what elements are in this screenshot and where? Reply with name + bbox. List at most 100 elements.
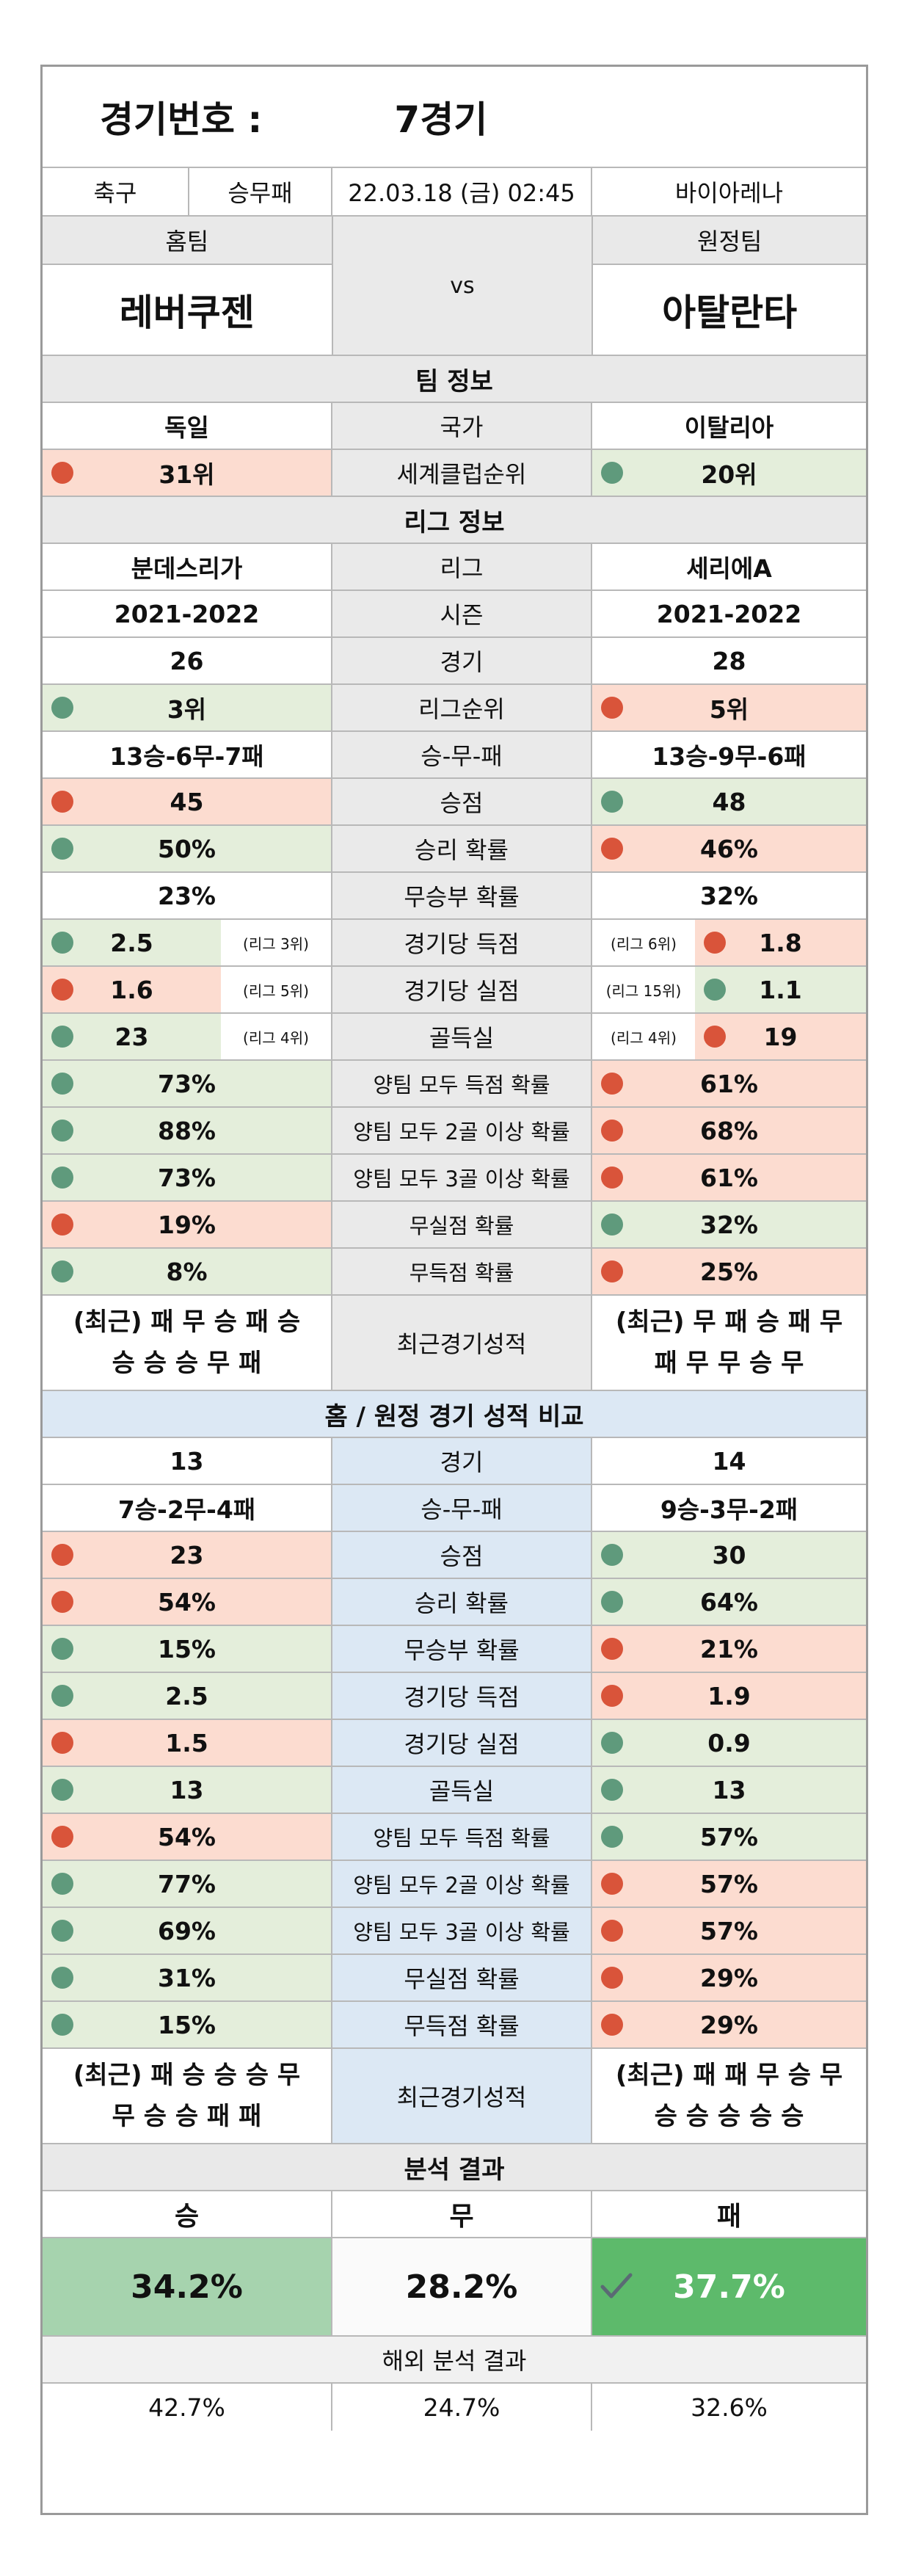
- league-row-label: 승리 확률: [332, 826, 592, 871]
- away-world-rank-value: 20위: [701, 460, 757, 489]
- league-home-value: 50%: [43, 826, 332, 871]
- away-team-name: 아탈란타: [662, 291, 798, 334]
- ha-home-value-value: 13: [170, 1775, 204, 1804]
- league-split-row: 1.6 (리그 5위) 경기당 실점 (리그 15위) 1.1: [43, 967, 866, 1014]
- ha-row-label: 승리 확률: [332, 1579, 592, 1625]
- ha-away-value: 1.9: [592, 1673, 866, 1719]
- league-row-label: 시즌: [332, 591, 592, 636]
- league-away-value: 28: [592, 638, 866, 683]
- ha-row-label: 무실점 확률: [332, 1955, 592, 2000]
- home-country: 독일: [43, 403, 332, 449]
- home-league-rank: (리그 5위): [221, 967, 331, 1012]
- away-league-rank: (리그 15위): [592, 967, 695, 1012]
- green-dot-icon: [51, 1073, 73, 1095]
- recent-form-label: 최근경기성적: [332, 1296, 592, 1390]
- datetime-cell: 22.03.18 (금) 02:45: [332, 168, 592, 215]
- league-prob-row: 73% 양팀 모두 득점 확률 61%: [43, 1061, 866, 1108]
- green-dot-icon: [601, 791, 623, 813]
- green-dot-icon: [51, 1260, 73, 1282]
- ha-home-value-value: 54%: [158, 1587, 216, 1617]
- ha-home-value: 54%: [43, 1814, 332, 1860]
- away-split-cell: (리그 6위) 1.8: [592, 920, 866, 965]
- ha-home-value: 1.5: [43, 1720, 332, 1766]
- draw-label: 무: [332, 2191, 592, 2237]
- ha-home-value: 7승-2무-4패: [43, 1485, 332, 1531]
- green-dot-icon: [601, 1213, 623, 1236]
- ha-row-label: 양팀 모두 2골 이상 확률: [332, 1861, 592, 1906]
- world-rank-label: 세계클럽순위: [332, 450, 592, 496]
- ha-row-label: 양팀 모두 득점 확률: [332, 1814, 592, 1860]
- country-label: 국가: [332, 403, 592, 449]
- league-away-value: 48: [592, 779, 866, 824]
- world-rank-row: 31위 세계클럽순위 20위: [43, 450, 866, 497]
- analysis-values-row: 34.2% 28.2% 37.7%: [43, 2238, 866, 2337]
- league-home-value: 45: [43, 779, 332, 824]
- league-away-value: 46%: [592, 826, 866, 871]
- overseas-values-row: 42.7% 24.7% 32.6%: [43, 2384, 866, 2431]
- ha-away-value: 13: [592, 1767, 866, 1813]
- red-dot-icon: [601, 1073, 623, 1095]
- green-dot-icon: [601, 1826, 623, 1848]
- away-split-value: 19: [695, 1014, 866, 1059]
- league-prob-row: 88% 양팀 모두 2골 이상 확률 68%: [43, 1108, 866, 1155]
- away-split-number: 1.1: [759, 975, 802, 1004]
- red-dot-icon: [601, 1638, 623, 1660]
- league-away-value: 13승-9무-6패: [592, 732, 866, 777]
- home-away-row: 69% 양팀 모두 3골 이상 확률 57%: [43, 1908, 866, 1955]
- title-row: 경기번호 : 7경기: [43, 67, 866, 168]
- home-world-rank: 31위: [43, 450, 332, 496]
- home-team-column: 홈팀 레버쿠젠: [43, 217, 333, 355]
- league-away-value: 2021-2022: [592, 591, 866, 636]
- league-row-label: 승점: [332, 779, 592, 824]
- red-dot-icon: [51, 791, 73, 813]
- away-split-cell: (리그 15위) 1.1: [592, 967, 866, 1012]
- red-dot-icon: [601, 1685, 623, 1707]
- league-prob-home: 88%: [43, 1108, 332, 1153]
- home-split-number: 1.6: [110, 975, 153, 1004]
- ha-away-value-value: 29%: [700, 1963, 758, 1992]
- league-prob-away-value: 32%: [700, 1210, 758, 1239]
- ha-home-value: 69%: [43, 1908, 332, 1953]
- ha-away-value-value: 1.9: [707, 1681, 751, 1710]
- league-prob-away: 61%: [592, 1155, 866, 1200]
- check-icon: [600, 2273, 633, 2299]
- home-team-label: 홈팀: [43, 217, 332, 265]
- red-dot-icon: [51, 1213, 73, 1236]
- ha-away-value: 64%: [592, 1579, 866, 1625]
- league-home-value: 23%: [43, 873, 332, 918]
- ha-row-label: 양팀 모두 3골 이상 확률: [332, 1908, 592, 1953]
- green-dot-icon: [51, 1685, 73, 1707]
- league-row: 2021-2022 시즌 2021-2022: [43, 591, 866, 638]
- league-row-label: 무승부 확률: [332, 873, 592, 918]
- away-recent-line2: 패 무 무 승 무: [654, 1349, 804, 1378]
- ha-row-label: 경기: [332, 1438, 592, 1484]
- home-away-row: 2.5 경기당 득점 1.9: [43, 1673, 866, 1720]
- red-dot-icon: [601, 1920, 623, 1942]
- league-prob-home: 8%: [43, 1249, 332, 1294]
- league-row: 50% 승리 확률 46%: [43, 826, 866, 873]
- home-split-value: 1.6: [43, 967, 221, 1012]
- league-prob-away-value: 25%: [700, 1257, 758, 1286]
- green-dot-icon: [51, 697, 73, 719]
- red-dot-icon: [51, 1826, 73, 1848]
- ha-recent-form-label: 최근경기성적: [332, 2049, 592, 2143]
- league-away-value-value: 5위: [709, 695, 749, 724]
- ha-home-value: 13: [43, 1767, 332, 1813]
- analysis-sheet: 경기번호 : 7경기 축구 승무패 22.03.18 (금) 02:45 바이아…: [40, 65, 868, 2515]
- away-world-rank: 20위: [592, 450, 866, 496]
- league-prob-home-value: 19%: [158, 1210, 216, 1239]
- home-away-row: 13 골득실 13: [43, 1767, 866, 1814]
- league-prob-home-value: 73%: [158, 1163, 216, 1192]
- green-dot-icon: [51, 2014, 73, 2036]
- league-prob-home-value: 88%: [158, 1116, 216, 1145]
- ha-away-value-value: 57%: [700, 1822, 758, 1851]
- league-home-value: 26: [43, 638, 332, 683]
- ha-away-value-value: 29%: [700, 2010, 758, 2039]
- red-dot-icon: [601, 838, 623, 860]
- home-away-row: 7승-2무-4패 승-무-패 9승-3무-2패: [43, 1485, 866, 1532]
- league-prob-away: 61%: [592, 1061, 866, 1106]
- ha-row-label: 무득점 확률: [332, 2002, 592, 2047]
- green-dot-icon: [601, 1779, 623, 1801]
- home-away-row: 15% 무득점 확률 29%: [43, 2002, 866, 2049]
- red-dot-icon: [51, 1591, 73, 1613]
